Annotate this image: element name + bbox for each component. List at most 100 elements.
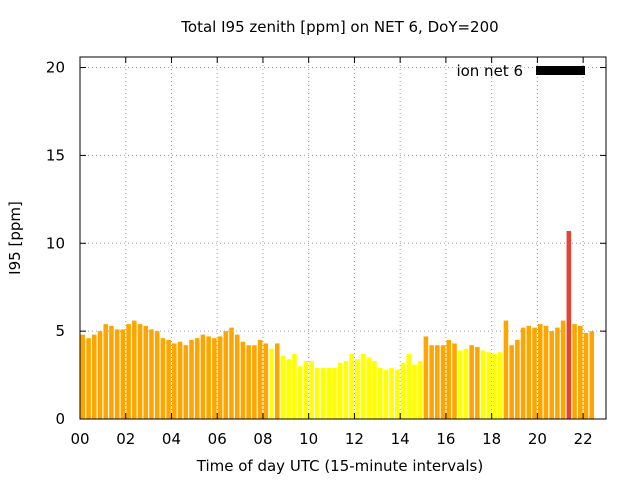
bar xyxy=(297,366,303,419)
x-tick-label: 02 xyxy=(116,430,135,448)
bar xyxy=(212,338,217,419)
x-axis-label: Time of day UTC (15-minute intervals) xyxy=(196,457,483,475)
bars xyxy=(80,230,594,419)
bar xyxy=(440,345,446,419)
y-tick-label: 10 xyxy=(46,234,65,252)
bar xyxy=(389,368,394,419)
y-tick-label: 20 xyxy=(46,59,65,77)
x-tick-label: 22 xyxy=(574,430,593,448)
bar xyxy=(97,331,103,419)
bar xyxy=(314,368,320,419)
bar xyxy=(515,339,520,419)
bar xyxy=(360,353,366,419)
bar xyxy=(223,331,229,419)
bar xyxy=(257,339,263,419)
bar xyxy=(457,350,463,419)
bar xyxy=(269,348,274,419)
bar xyxy=(349,353,354,419)
x-tick-label: 04 xyxy=(162,430,181,448)
bar xyxy=(429,345,434,419)
bar xyxy=(189,339,194,419)
bar xyxy=(303,361,309,419)
bar xyxy=(417,361,423,419)
chart-title: Total I95 zenith [ppm] on NET 6, DoY=200 xyxy=(180,18,498,36)
bar xyxy=(172,343,177,419)
bar xyxy=(566,230,572,419)
bar xyxy=(332,368,337,419)
x-tick-label: 06 xyxy=(208,430,227,448)
bar xyxy=(320,368,326,419)
bar xyxy=(86,338,91,419)
bar xyxy=(549,331,554,419)
bar xyxy=(366,357,372,419)
bar xyxy=(160,338,166,419)
bar xyxy=(452,343,457,419)
bar xyxy=(555,327,560,419)
bar xyxy=(395,369,400,419)
bar xyxy=(234,334,240,419)
bar xyxy=(520,327,526,419)
bar xyxy=(120,329,126,419)
bar xyxy=(126,324,131,419)
bar xyxy=(532,327,537,419)
bar xyxy=(252,345,257,419)
bar xyxy=(137,324,143,419)
bar xyxy=(166,339,171,419)
bar xyxy=(177,341,183,419)
bar xyxy=(206,336,211,419)
bar xyxy=(292,353,297,419)
bar xyxy=(509,345,514,419)
x-tick-label: 08 xyxy=(253,430,272,448)
bar xyxy=(400,362,406,419)
ticks: 00 02 04 06 08 10 12 14 16 18 20 22 0 5 10 15 20 xyxy=(46,57,606,448)
bar xyxy=(183,345,189,419)
bar xyxy=(286,359,291,419)
bar xyxy=(469,345,474,419)
bar xyxy=(577,325,583,419)
legend-label: ion net 6 xyxy=(456,62,523,80)
x-tick-label: 10 xyxy=(299,430,318,448)
bar xyxy=(377,368,383,419)
bar xyxy=(372,361,377,419)
bar xyxy=(114,329,120,419)
x-tick-label: 20 xyxy=(528,430,547,448)
bar xyxy=(143,325,149,419)
bar xyxy=(240,341,246,419)
legend: ion net 6 xyxy=(456,62,585,80)
bar xyxy=(526,325,532,419)
bar xyxy=(92,334,97,419)
bar xyxy=(492,353,497,419)
bar xyxy=(480,350,486,419)
bar xyxy=(497,352,503,419)
bar xyxy=(560,320,566,419)
grid xyxy=(80,57,606,419)
y-tick-label: 5 xyxy=(55,322,65,340)
bar xyxy=(246,345,251,419)
x-tick-label: 16 xyxy=(436,430,455,448)
x-tick-label: 00 xyxy=(70,430,89,448)
x-tick-label: 18 xyxy=(482,430,501,448)
x-tick-label: 14 xyxy=(391,430,410,448)
bar xyxy=(383,369,389,419)
bar xyxy=(406,353,412,419)
bar xyxy=(274,343,280,419)
bar xyxy=(572,324,577,419)
bar xyxy=(537,324,543,419)
bar xyxy=(309,361,314,419)
bar xyxy=(194,338,200,419)
bar xyxy=(154,331,160,419)
plot-frame xyxy=(79,56,607,420)
bar xyxy=(229,327,234,419)
bar xyxy=(486,352,492,419)
bar xyxy=(412,364,417,419)
bar xyxy=(149,329,154,419)
bar xyxy=(132,320,137,419)
y-tick-label: 15 xyxy=(46,146,65,164)
bar xyxy=(589,331,594,419)
bar xyxy=(109,325,114,419)
bar xyxy=(80,334,86,419)
y-axis-label: I95 [ppm] xyxy=(6,201,24,275)
legend-swatch xyxy=(536,66,585,75)
bar xyxy=(217,336,223,419)
